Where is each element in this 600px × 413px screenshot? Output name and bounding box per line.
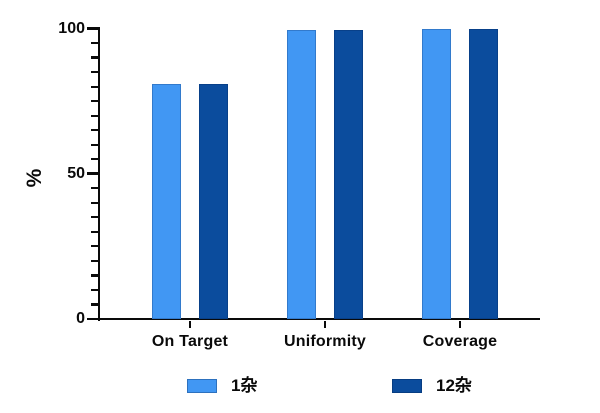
y-tick-minor [91, 303, 98, 306]
y-tick-minor [91, 216, 98, 219]
x-tick-uniformity [323, 320, 327, 328]
y-tick-minor [91, 230, 98, 233]
y-tick-label: 0 [76, 310, 85, 327]
bar-on-target-series2 [199, 83, 228, 319]
legend-item-series1: 1杂 [187, 374, 257, 398]
x-category-label-on-target: On Target [151, 333, 229, 350]
y-tick-minor [91, 143, 98, 146]
x-tick-on-target [188, 320, 192, 328]
y-tick-minor [91, 288, 98, 292]
legend-label-series1: 1杂 [231, 376, 258, 395]
legend-item-series2: 12杂 [392, 374, 472, 398]
y-axis-line [97, 27, 100, 321]
legend-swatch-series1 [187, 379, 217, 393]
y-tick-minor [91, 274, 98, 277]
bar-uniformity-series1 [287, 29, 316, 319]
bar-coverage-series1 [422, 28, 451, 319]
y-tick-minor [91, 114, 98, 117]
y-tick-minor [91, 158, 98, 161]
x-category-label-uniformity: Uniformity [284, 333, 366, 350]
y-tick-major [87, 172, 98, 176]
legend: 1杂 12杂 [0, 374, 600, 400]
y-tick-minor [91, 100, 98, 103]
bar-coverage-series2 [469, 28, 498, 319]
y-tick-minor [91, 56, 98, 59]
legend-label-series2: 12杂 [436, 376, 472, 395]
x-tick-coverage [458, 320, 462, 328]
y-axis-label: % [23, 168, 46, 188]
x-axis-line [97, 317, 540, 321]
x-category-label-coverage: Coverage [422, 333, 498, 350]
y-tick-minor [91, 129, 98, 132]
y-tick-minor [91, 259, 98, 262]
legend-swatch-series2 [392, 379, 422, 393]
y-tick-minor [91, 245, 98, 248]
y-tick-minor [91, 70, 98, 74]
y-tick-label: 100 [58, 19, 85, 37]
bar-on-target-series1 [152, 83, 181, 319]
y-tick-minor [91, 41, 98, 45]
y-tick-minor [91, 187, 98, 190]
y-tick-label: 50 [67, 164, 85, 182]
bar-uniformity-series2 [334, 29, 363, 319]
y-tick-minor [91, 85, 98, 88]
y-tick-major [87, 27, 98, 30]
y-tick-major [87, 317, 98, 321]
y-tick-minor [91, 201, 98, 204]
